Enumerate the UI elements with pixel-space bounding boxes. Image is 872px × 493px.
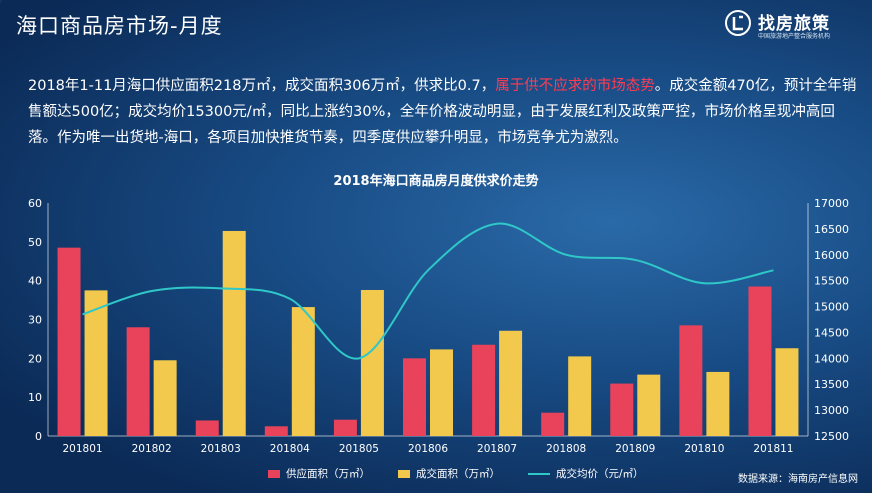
bar-supply	[472, 344, 496, 436]
summary-part1: 2018年1-11月海口供应面积218万㎡，成交面积306万㎡，供求比0.7，	[28, 78, 496, 94]
bar-supply	[126, 327, 150, 436]
bar-supply	[195, 420, 219, 436]
y-tick-right: 12500	[814, 430, 849, 443]
x-tick-label: 201808	[546, 443, 586, 455]
bar-deal	[568, 356, 592, 436]
bar-deal	[637, 374, 661, 436]
x-tick-label: 201804	[270, 443, 310, 455]
y-tick-left: 0	[35, 430, 42, 443]
page-title: 海口商品房市场-月度	[16, 14, 223, 38]
bar-supply	[333, 419, 357, 436]
x-tick-label: 201810	[684, 443, 724, 455]
legend-label-supply: 供应面积（万㎡）	[286, 468, 370, 480]
bar-supply	[403, 358, 426, 436]
y-tick-left: 10	[28, 391, 42, 404]
bar-deal	[499, 330, 523, 436]
x-tick-label: 201802	[132, 443, 172, 455]
bar-deal	[430, 349, 453, 436]
bar-supply	[541, 412, 565, 436]
x-tick-label: 201811	[753, 443, 793, 455]
line-price	[82, 222, 774, 360]
y-tick-right: 15500	[814, 275, 849, 288]
bar-supply	[748, 286, 772, 436]
logo-subtitle: 中国旅游地产整合服务机构	[758, 33, 831, 40]
legend-item-supply: 供应面积（万㎡）	[268, 466, 370, 481]
bar-deal	[706, 371, 730, 436]
legend-swatch-deal	[398, 469, 410, 478]
y-tick-left: 30	[28, 314, 42, 327]
chart-title: 2018年海口商品房月度供求价走势	[333, 174, 539, 189]
logo-icon	[725, 10, 751, 36]
y-tick-right: 13000	[814, 404, 849, 417]
legend: 供应面积（万㎡） 成交面积（万㎡） 成交均价（元/㎡）	[268, 466, 644, 481]
y-tick-right: 16500	[814, 223, 849, 236]
x-tick-label: 201809	[615, 443, 655, 455]
x-tick-label: 201806	[408, 443, 448, 455]
y-tick-right: 14500	[814, 326, 849, 339]
y-tick-right: 13500	[814, 378, 849, 391]
bar-supply	[57, 247, 81, 436]
legend-item-price: 成交均价（元/㎡）	[528, 466, 644, 481]
logo-text: 找房旅策	[758, 14, 830, 34]
bar-deal	[360, 289, 384, 436]
y-tick-left: 60	[28, 197, 42, 210]
y-tick-left: 50	[28, 236, 42, 249]
data-source: 数据来源：海南房产信息网	[738, 474, 858, 485]
x-tick-label: 201805	[339, 443, 379, 455]
bar-deal	[84, 290, 108, 436]
legend-swatch-price	[528, 472, 550, 475]
bar-supply	[264, 426, 288, 436]
y-tick-right: 14000	[814, 352, 849, 365]
bar-deal	[291, 307, 315, 436]
y-tick-right: 17000	[814, 197, 849, 210]
legend-item-deal: 成交面积（万㎡）	[398, 466, 500, 481]
y-tick-left: 20	[28, 352, 42, 365]
y-tick-right: 15000	[814, 301, 849, 314]
bar-supply	[610, 383, 634, 436]
summary-part2: 。成交金额470亿，预计全年销售额达500亿；成交均价15300元/㎡，同比上涨…	[28, 78, 857, 146]
y-tick-left: 40	[28, 275, 42, 288]
bar-deal	[775, 348, 799, 436]
summary-text: 2018年1-11月海口供应面积218万㎡，成交面积306万㎡，供求比0.7，属…	[28, 73, 858, 151]
legend-swatch-supply	[268, 469, 280, 478]
legend-label-deal: 成交面积（万㎡）	[416, 468, 500, 480]
legend-label-price: 成交均价（元/㎡）	[556, 468, 644, 480]
x-tick-label: 201801	[62, 443, 102, 455]
x-tick-label: 201803	[201, 443, 241, 455]
x-tick-label: 201807	[477, 443, 517, 455]
logo: 找房旅策 中国旅游地产整合服务机构	[724, 8, 854, 44]
bar-deal	[153, 360, 177, 436]
bar-deal	[222, 230, 246, 436]
y-tick-right: 16000	[814, 249, 849, 262]
bar-supply	[679, 325, 703, 436]
summary-highlight: 属于供不应求的市场态势	[495, 78, 655, 94]
